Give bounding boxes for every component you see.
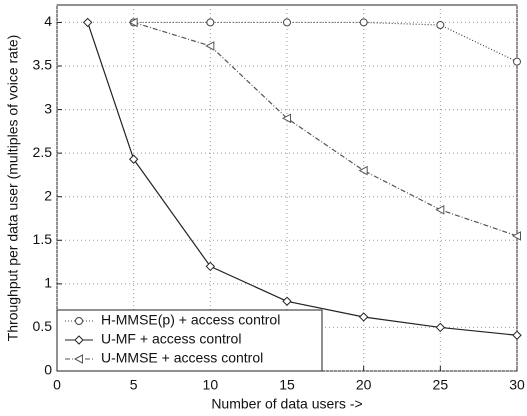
y-tick-label: 3 <box>44 100 52 116</box>
marker <box>282 296 292 306</box>
marker <box>281 113 291 124</box>
marker <box>359 18 368 27</box>
marker <box>358 165 368 176</box>
legend-box <box>56 309 323 372</box>
x-tick-label: 20 <box>356 377 372 393</box>
y-tick-label: 4 <box>44 13 52 29</box>
marker <box>205 261 216 272</box>
marker <box>128 154 139 164</box>
marker <box>513 57 521 66</box>
y-axis-label: Throughput per data user (multiples of v… <box>5 35 21 342</box>
marker <box>73 354 83 364</box>
legend-label: U-MF + access control <box>101 331 241 347</box>
marker <box>435 204 445 215</box>
marker <box>74 335 84 345</box>
x-tick-label: 10 <box>203 377 219 393</box>
marker <box>206 18 215 27</box>
marker <box>75 317 83 325</box>
x-tick-label: 15 <box>279 377 295 393</box>
y-tick-label: 1 <box>44 275 52 291</box>
line <box>133 21 518 237</box>
y-tick-label: 3.5 <box>33 57 53 73</box>
marker <box>512 330 522 340</box>
marker <box>82 17 93 28</box>
y-tick-label: 1.5 <box>33 231 53 247</box>
y-tick-label: 0 <box>44 362 52 378</box>
marker <box>511 231 521 241</box>
x-tick-label: 5 <box>130 377 138 393</box>
x-tick-label: 30 <box>509 377 525 393</box>
y-tick-label: 2 <box>44 187 52 203</box>
marker <box>358 312 369 322</box>
marker <box>283 18 291 27</box>
marker <box>436 21 445 30</box>
legend-label: U-MMSE + access control <box>101 350 263 366</box>
x-tick-label: 0 <box>53 377 61 393</box>
marker <box>205 41 215 51</box>
x-tick-label: 25 <box>433 377 449 393</box>
marker <box>435 322 446 333</box>
legend: H-MMSE(p) + access control U-MF + access … <box>56 309 323 372</box>
y-tick-label: 2.5 <box>33 144 53 160</box>
line <box>133 21 518 63</box>
y-tick-label: 0.5 <box>33 318 53 334</box>
x-axis-label: Number of data users -> <box>211 396 362 412</box>
legend-label: H-MMSE(p) + access control <box>101 312 280 328</box>
marker <box>128 17 138 28</box>
